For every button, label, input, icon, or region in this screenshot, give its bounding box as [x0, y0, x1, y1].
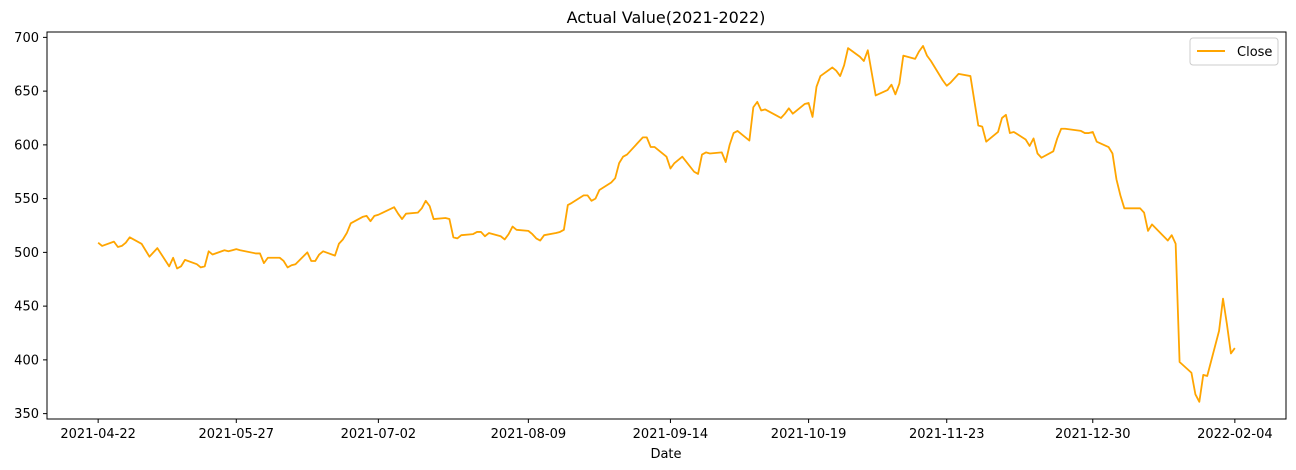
plot-frame — [46, 31, 1287, 420]
y-tick-label: 450 — [14, 300, 39, 315]
legend-frame — [1189, 37, 1279, 66]
chart-title: Actual Value(2021-2022) — [567, 8, 766, 27]
legend: Close — [1189, 37, 1279, 66]
y-axis: 350 400 450 500 550 600 650 700 — [14, 31, 47, 422]
x-tick-label: 2021-07-02 — [341, 427, 417, 442]
x-tick-label: 2021-08-09 — [491, 427, 567, 442]
y-tick-label: 350 — [14, 407, 39, 422]
x-tick-label: 2021-10-19 — [771, 427, 847, 442]
x-tick-label: 2022-02-04 — [1197, 427, 1273, 442]
x-tick-label: 2021-05-27 — [199, 427, 275, 442]
x-axis-label: Date — [650, 447, 681, 462]
y-tick-label: 400 — [14, 353, 39, 368]
y-tick-label: 550 — [14, 192, 39, 207]
plot-lines — [97, 45, 1236, 403]
x-tick-label: 2021-11-23 — [909, 427, 985, 442]
x-tick-label: 2021-12-30 — [1055, 427, 1131, 442]
x-axis: 2021-04-22 2021-05-27 2021-07-02 2021-08-09… — [60, 419, 1273, 442]
y-tick-label: 500 — [14, 246, 39, 261]
series-line-close — [97, 45, 1236, 403]
x-tick-label: 2021-04-22 — [60, 427, 136, 442]
legend-label-close: Close — [1237, 45, 1272, 60]
y-tick-label: 700 — [14, 31, 39, 46]
y-tick-label: 600 — [14, 138, 39, 153]
y-tick-label: 650 — [14, 85, 39, 100]
x-tick-label: 2021-09-14 — [633, 427, 709, 442]
